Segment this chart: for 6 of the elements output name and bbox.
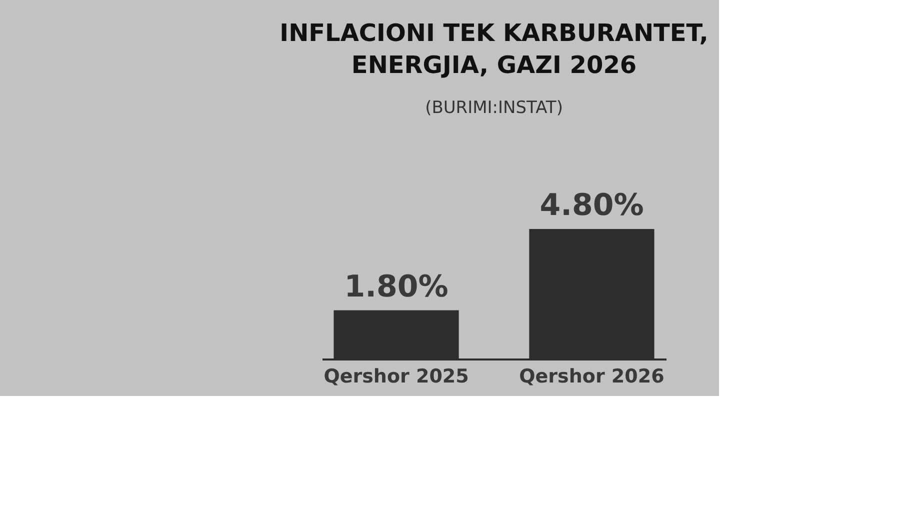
x-tick-label: Qershor 2026 bbox=[519, 366, 664, 388]
data-label: 4.80% bbox=[540, 188, 644, 223]
data-label: 1.80% bbox=[344, 269, 448, 304]
x-tick-label: Qershor 2025 bbox=[324, 366, 469, 388]
chart-subtitle: (BURIMI:INSTAT) bbox=[425, 98, 563, 118]
chart-title: INFLACIONI TEK KARBURANTET, ENERGJIA, GAZI 2026 bbox=[280, 19, 708, 79]
